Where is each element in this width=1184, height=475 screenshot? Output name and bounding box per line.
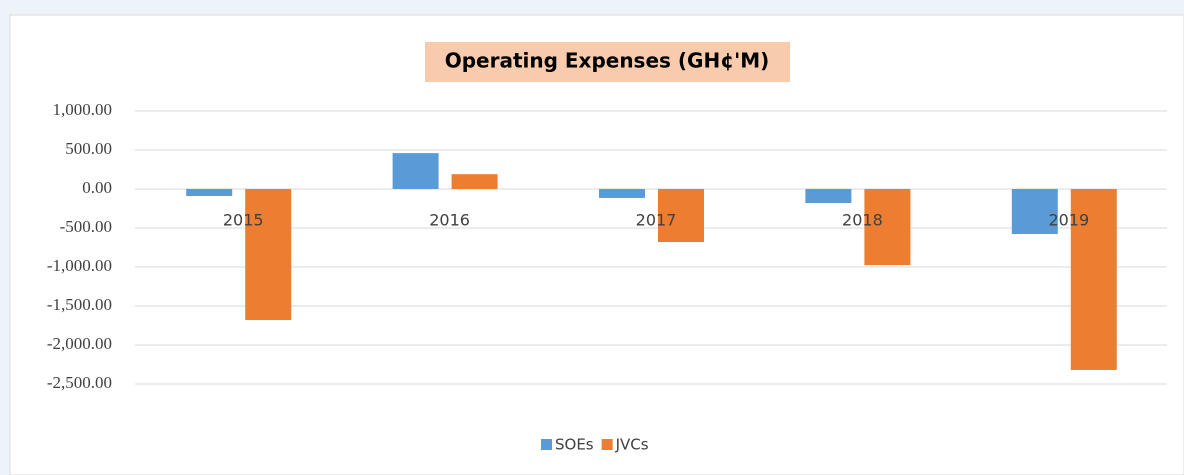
y-tick-label: 1,000.00 <box>53 100 113 119</box>
bar <box>392 153 439 189</box>
y-tick-label: 0.00 <box>82 178 112 197</box>
y-tick-label: -2,500.00 <box>47 373 112 392</box>
legend-swatch <box>601 439 613 450</box>
bar <box>658 189 704 243</box>
x-tick-label: 2017 <box>636 211 677 230</box>
bar <box>186 189 233 197</box>
bar <box>1011 189 1058 235</box>
x-tick-label: 2015 <box>223 211 264 230</box>
y-tick-label: 500.00 <box>65 139 112 158</box>
legend-label: JVCs <box>615 436 649 454</box>
bar <box>1070 189 1117 370</box>
bar <box>805 189 852 204</box>
x-tick-label: 2019 <box>1048 211 1089 230</box>
y-tick-label: -1,000.00 <box>47 256 112 275</box>
bar <box>451 174 498 189</box>
legend-label: SOEs <box>555 436 594 454</box>
bar <box>245 189 292 321</box>
chart-area <box>9 14 1184 475</box>
y-tick-label: -1,500.00 <box>47 295 112 314</box>
legend-swatch <box>541 439 552 450</box>
bar <box>599 189 645 198</box>
y-tick-label: -2,000.00 <box>47 334 112 353</box>
title-box <box>425 42 790 82</box>
bar <box>864 189 911 266</box>
x-tick-label: 2016 <box>429 211 470 230</box>
chart-title: Operating Expenses (GH¢'M) <box>445 49 770 73</box>
x-tick-label: 2018 <box>842 211 883 230</box>
y-tick-label: -500.00 <box>60 217 112 236</box>
